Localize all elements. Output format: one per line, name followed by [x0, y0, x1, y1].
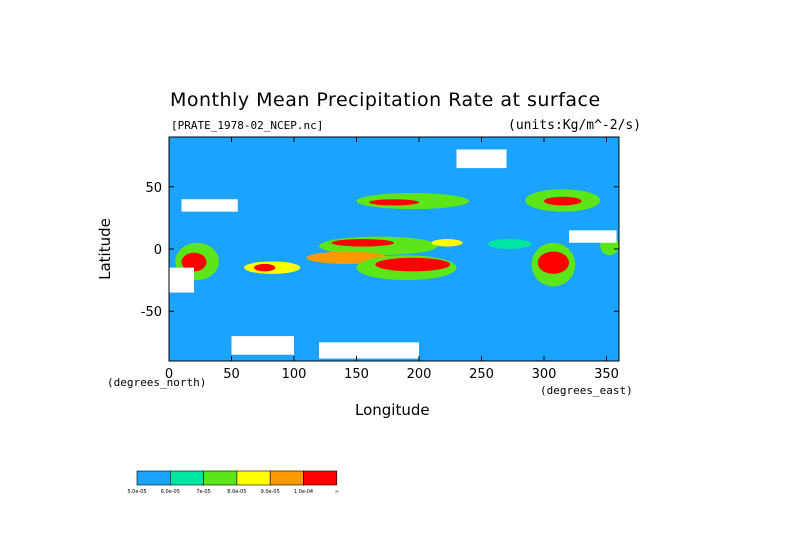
precip-region-15: [537, 251, 569, 274]
chart-title: Monthly Mean Precipitation Rate at surfa…: [170, 89, 601, 111]
colorbar-label-4: 9.0e-05: [261, 489, 280, 495]
colorbar-swatch-4: [269, 470, 304, 486]
missing-data-3: [181, 199, 238, 212]
colorbar-swatch-2: [203, 470, 238, 486]
colorbar-label-0: 5.0e-05: [127, 489, 146, 495]
colorbar-swatch-3: [236, 470, 271, 486]
x-tick-label-250: 250: [469, 367, 494, 382]
x-tick-label-350: 350: [594, 367, 619, 382]
missing-data-1: [231, 336, 294, 355]
precip-region-9: [431, 239, 463, 247]
precip-region-11: [369, 199, 419, 206]
x-axis-label: Longitude: [355, 401, 430, 419]
missing-data-5: [456, 149, 507, 169]
precip-region-5: [331, 239, 394, 247]
y-tick-label-0: 0: [154, 243, 162, 258]
precip-region-1: [181, 252, 207, 272]
colorbar-label-1: 6.0e-05: [161, 489, 180, 495]
x-tick-label-200: 200: [407, 367, 432, 382]
colorbar-label-3: 8.0e-05: [227, 489, 246, 495]
missing-data-4: [569, 230, 617, 243]
units-label: (units:Kg/m^-2/s): [508, 118, 642, 133]
y-tick-label--50: -50: [141, 305, 162, 320]
x-tick-label-100: 100: [282, 367, 307, 382]
x-unit-label: (degrees_east): [540, 384, 633, 397]
colorbar-label-6: ∞: [335, 489, 339, 495]
colorbar-swatch-1: [170, 470, 204, 486]
precip-region-8: [375, 257, 451, 272]
precip-region-3: [254, 263, 276, 272]
precip-region-13: [544, 196, 582, 206]
x-tick-label-150: 150: [344, 367, 369, 382]
colorbar-swatch-0: [136, 470, 171, 486]
file-label: [PRATE_1978-02_NCEP.nc]: [171, 119, 324, 132]
colorbar-label-5: 1.0e-04: [294, 489, 313, 495]
y-unit-label: (degrees_north): [107, 376, 207, 389]
missing-data-2: [319, 342, 419, 359]
x-tick-label-50: 50: [223, 367, 240, 382]
colorbar-swatch-5: [303, 470, 338, 486]
y-tick-label-50: 50: [145, 181, 162, 196]
colorbar-label-2: 7e-05: [196, 489, 210, 495]
precip-region-17: [487, 239, 532, 249]
x-tick-label-300: 300: [532, 367, 557, 382]
x-tick-label-0: 0: [165, 367, 173, 382]
missing-data-0: [169, 267, 194, 293]
